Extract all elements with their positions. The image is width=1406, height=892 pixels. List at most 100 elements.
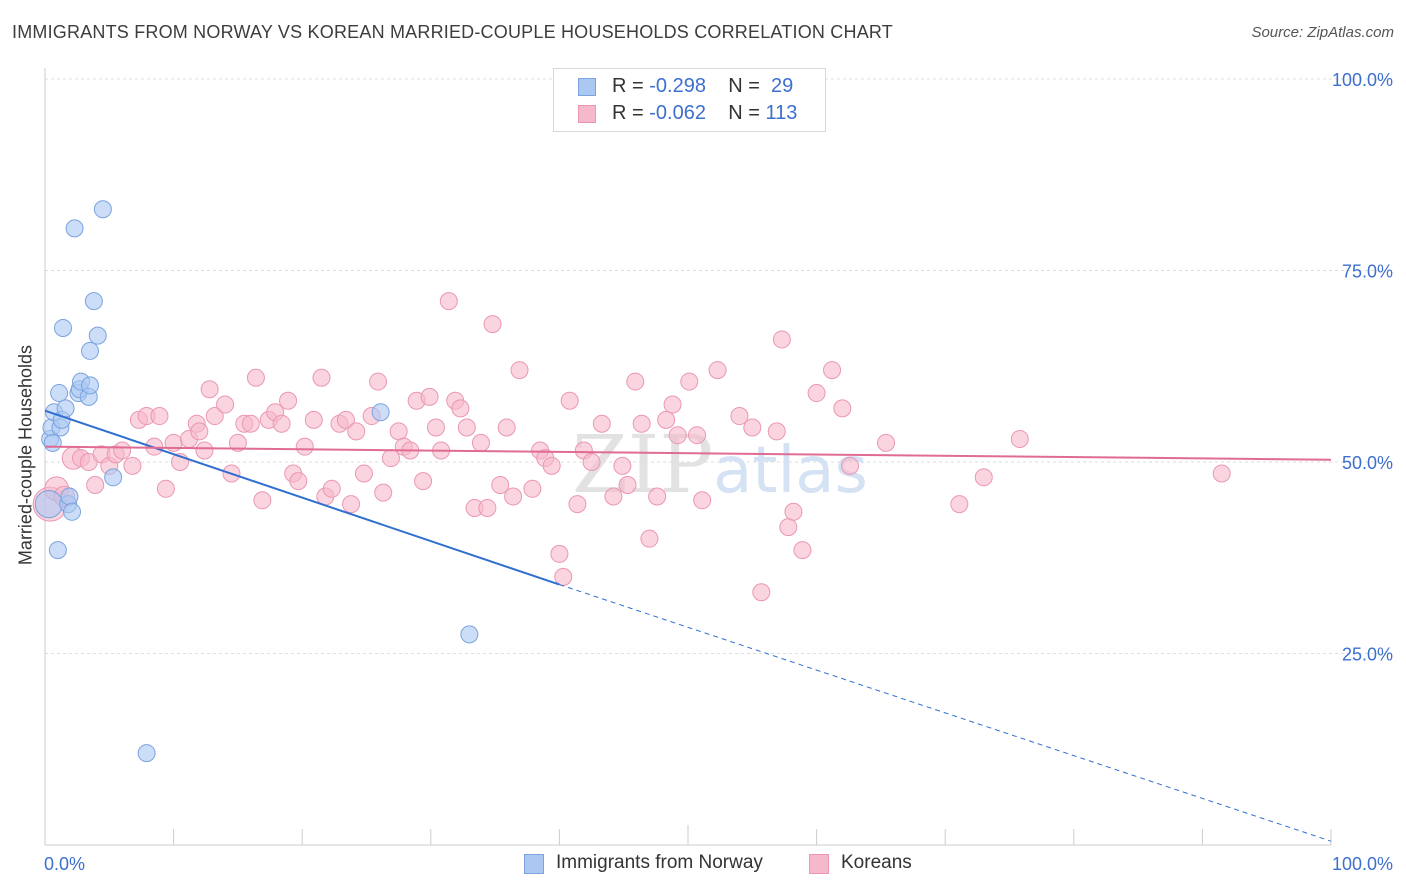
y-tick-label: 75.0% — [1342, 262, 1393, 282]
legend-n-value: 29 — [771, 75, 794, 97]
korean-point — [420, 387, 439, 406]
y-tick-label: 50.0% — [1342, 453, 1393, 473]
korean-point — [833, 399, 852, 418]
korean-point — [618, 475, 637, 494]
korean-point — [342, 495, 361, 514]
korean-point — [312, 368, 331, 387]
norway-point — [88, 326, 107, 345]
korean-point — [471, 433, 490, 452]
norway-point — [60, 487, 79, 506]
korean-point — [457, 418, 476, 437]
korean-point — [497, 418, 516, 437]
korean-point — [195, 441, 214, 460]
y-tick-label: 100.0% — [1332, 70, 1393, 90]
korean-point — [289, 472, 308, 491]
norway-point — [34, 490, 63, 519]
korean-point — [582, 453, 601, 471]
korean-point — [228, 433, 247, 452]
korean-point — [451, 399, 470, 418]
norway-point — [50, 384, 69, 403]
norway-point — [56, 399, 75, 418]
korean-point — [389, 422, 408, 441]
korean-point — [657, 410, 676, 429]
korean-point — [708, 361, 727, 380]
norway-point — [65, 219, 84, 238]
korean-point — [200, 380, 219, 399]
korean-point — [439, 292, 458, 311]
korean-point — [550, 544, 569, 563]
korean-point — [688, 426, 707, 445]
norway-point — [54, 318, 73, 337]
korean-point — [974, 468, 993, 487]
korean-point — [510, 361, 529, 380]
norway-point — [93, 200, 112, 219]
y-axis-label: Married-couple Households — [15, 344, 36, 566]
korean-point — [632, 414, 651, 433]
korean-point — [568, 495, 587, 514]
korean-point — [86, 475, 105, 494]
legend-r-label: R = — [612, 102, 644, 124]
korean-point — [1212, 464, 1231, 483]
korean-point — [680, 372, 699, 391]
korean-point — [190, 422, 209, 441]
korean-point — [414, 472, 433, 491]
korean-point — [752, 583, 771, 602]
legend-label-korean: Koreans — [841, 852, 912, 873]
korean-point — [950, 495, 969, 514]
norway-trend-extension — [559, 584, 1332, 842]
korean-point — [663, 395, 682, 414]
korean-point — [604, 487, 623, 506]
korean-point — [648, 487, 667, 506]
legend-swatch-norway — [578, 78, 596, 96]
norway-point — [43, 433, 62, 452]
norway-point — [104, 468, 123, 487]
korean-point — [823, 361, 842, 380]
legend-text-norway: R = -0.298 N = 29 — [612, 75, 793, 98]
legend-r-label: R = — [612, 75, 644, 97]
norway-point — [460, 625, 479, 644]
legend-swatch-korean — [809, 854, 829, 874]
korean-point — [504, 487, 523, 506]
korean-point — [336, 410, 355, 429]
chart-title: IMMIGRANTS FROM NORWAY VS KOREAN MARRIED… — [12, 22, 893, 42]
korean-point — [483, 315, 502, 334]
korean-point — [841, 456, 860, 475]
korean-point — [807, 384, 826, 403]
korean-point — [523, 479, 542, 498]
norway-point — [84, 292, 103, 311]
norway-point — [81, 341, 100, 360]
korean-point — [592, 414, 611, 433]
norway-points — [34, 200, 479, 763]
axis-layer — [44, 68, 1332, 846]
korean-point — [241, 414, 260, 433]
norway-trend-line — [44, 409, 560, 586]
tick-label-layer: 100.0% 75.0% 50.0% 25.0% 0.0% 100.0% — [44, 70, 1393, 874]
korean-point — [426, 418, 445, 437]
korean-point — [784, 502, 803, 521]
x-tick-label: 100.0% — [1332, 854, 1393, 874]
korean-point — [150, 407, 169, 426]
korean-point — [123, 456, 142, 475]
korean-point — [767, 422, 786, 441]
legend-n-label: N = — [728, 102, 760, 124]
korean-point — [246, 368, 265, 387]
korean-point — [730, 407, 749, 426]
korean-point — [279, 391, 298, 410]
korean-trend-line — [44, 445, 1332, 461]
korean-point — [779, 518, 798, 537]
korean-point — [693, 491, 712, 510]
legend-n-label: N = — [728, 75, 760, 97]
norway-point — [48, 541, 67, 560]
chart-source: Source: ZipAtlas.com — [1251, 24, 1394, 41]
korean-point — [374, 483, 393, 502]
korean-point — [772, 330, 791, 349]
korean-point — [322, 479, 341, 498]
legend-swatch-korean — [578, 105, 596, 123]
trend-layer — [44, 409, 1332, 842]
norway-point — [371, 403, 390, 422]
legend-r-value: -0.298 — [649, 75, 706, 97]
korean-point — [205, 407, 224, 426]
x-tick-label: 0.0% — [44, 854, 85, 874]
korean-points — [32, 292, 1231, 602]
